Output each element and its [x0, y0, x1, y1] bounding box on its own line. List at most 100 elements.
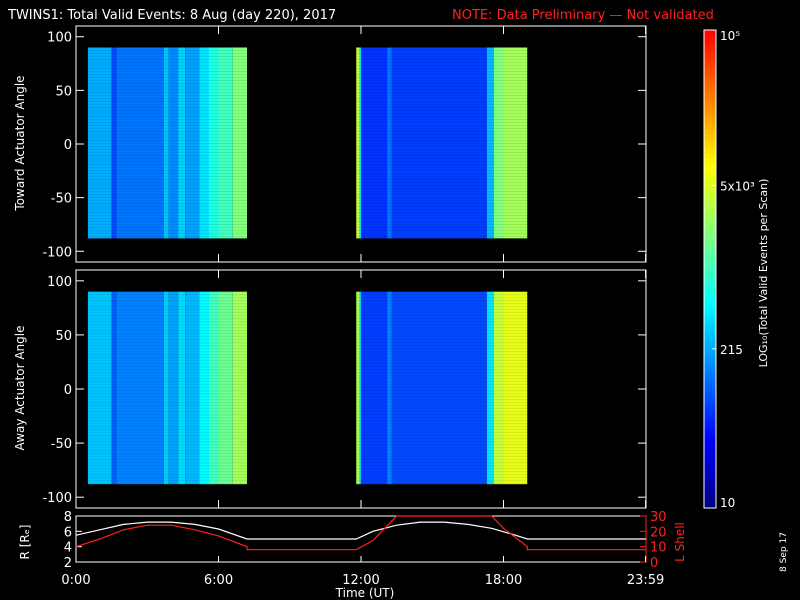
colorbar-swatch [704, 292, 716, 298]
colorbar-swatch [704, 440, 716, 445]
colorbar-swatch [704, 420, 716, 425]
toward-heatmap-column [503, 47, 528, 239]
colorbar-swatch [704, 416, 716, 421]
colorbar-swatch [704, 37, 716, 43]
toward-heatmap-column [356, 47, 360, 239]
colorbar-swatch [704, 344, 716, 350]
orbit-left-ytick-label: 6 [64, 525, 72, 540]
orbit-right-ylabel: L Shell [673, 522, 687, 562]
colorbar-swatch [704, 476, 716, 481]
colorbar-swatch [704, 372, 716, 378]
away-heatmap-column [387, 291, 392, 485]
colorbar-swatch [704, 352, 716, 358]
colorbar-swatch [704, 332, 716, 338]
colorbar-swatch [704, 213, 716, 218]
orbit-left-ylabel: R [Rₑ] [18, 524, 32, 560]
colorbar-swatch [704, 237, 716, 242]
colorbar-swatch [704, 97, 716, 103]
orbit-series-line-0 [75, 521, 646, 540]
colorbar-tick-label: 10 [720, 496, 735, 510]
colorbar-swatch [704, 356, 716, 362]
colorbar-swatch [704, 316, 716, 322]
orbit-right-ytick-label: 20 [650, 525, 667, 540]
colorbar-swatch [704, 269, 716, 274]
orbit-right-ytick-label: 10 [650, 541, 667, 556]
away-heatmap-column [87, 291, 112, 485]
colorbar-swatch [704, 296, 716, 302]
colorbar-swatch [704, 193, 716, 198]
colorbar-swatch [704, 169, 716, 174]
colorbar-swatch [704, 73, 716, 79]
colorbar-swatch [704, 121, 716, 127]
orbit-right-ytick-label: 0 [650, 556, 658, 571]
colorbar-swatch [704, 41, 716, 47]
colorbar-swatch [704, 173, 716, 178]
away-ytick-label: -100 [42, 491, 72, 506]
colorbar-swatch [704, 61, 716, 67]
colorbar-swatch [704, 161, 716, 167]
colorbar-swatch [704, 30, 716, 35]
colorbar-swatch [704, 185, 716, 190]
away-heatmap-column [199, 291, 209, 485]
colorbar-swatch [704, 284, 716, 290]
colorbar-swatch [704, 133, 716, 139]
colorbar-swatch [704, 488, 716, 493]
colorbar-swatch [704, 368, 716, 374]
colorbar-swatch [704, 504, 716, 509]
toward-ytick-label: -50 [51, 192, 72, 207]
toward-heatmap-column [178, 47, 186, 239]
away-heatmap-column [209, 291, 219, 485]
colorbar-swatch [704, 177, 716, 182]
orbit-series-line-1 [75, 515, 646, 551]
away-heatmap-column [356, 291, 360, 485]
colorbar-swatch [704, 129, 716, 135]
colorbar-swatch [704, 217, 716, 222]
colorbar-swatch [704, 141, 716, 147]
colorbar-swatch [704, 340, 716, 346]
orbit-left-ytick-label: 8 [64, 510, 72, 525]
toward-heatmap-column [359, 47, 361, 239]
colorbar-swatch [704, 408, 716, 413]
x-axis-label: Time (UT) [335, 586, 395, 600]
colorbar-swatch [704, 57, 716, 63]
away-heatmap-column [163, 291, 169, 485]
away-heatmap-column [232, 291, 247, 485]
away-ytick-label: 0 [64, 383, 72, 398]
away-heatmap-column [361, 291, 388, 485]
toward-ytick-label: -100 [42, 245, 72, 260]
colorbar-swatch [704, 45, 716, 51]
colorbar-swatch [704, 69, 716, 75]
colorbar-swatch [704, 396, 716, 402]
colorbar-swatch [704, 412, 716, 417]
toward-heatmap-column [111, 47, 117, 239]
colorbar-tick-label: 5x10³ [720, 179, 755, 193]
colorbar-swatch [704, 448, 716, 453]
colorbar-swatch [704, 364, 716, 370]
colorbar-swatch [704, 280, 716, 286]
colorbar-swatch [704, 65, 716, 71]
colorbar-swatch [704, 249, 716, 254]
colorbar-swatch [704, 336, 716, 342]
colorbar-swatch [704, 197, 716, 202]
away-ylabel: Away Actuator Angle [13, 325, 27, 451]
away-ytick-label: 50 [55, 329, 72, 344]
away-heatmap-column [359, 291, 361, 485]
date-stamp: 8 Sep 17 [779, 532, 789, 572]
away-heatmap-column [111, 291, 117, 485]
away-heatmap-column [168, 291, 179, 485]
colorbar-swatch [704, 432, 716, 437]
colorbar-swatch [704, 464, 716, 469]
toward-heatmap-column [494, 47, 504, 239]
colorbar-swatch [704, 265, 716, 270]
x-tick-label: 12:00 [342, 573, 379, 588]
x-tick-label: 0:00 [61, 573, 90, 588]
away-heatmap-column [503, 291, 528, 485]
colorbar-swatch [704, 328, 716, 334]
colorbar-swatch [704, 205, 716, 210]
colorbar-swatch [704, 81, 716, 87]
colorbar-swatch [704, 49, 716, 55]
colorbar-swatch [704, 460, 716, 465]
away-heatmap-column [391, 291, 487, 485]
colorbar-swatch [704, 165, 716, 171]
